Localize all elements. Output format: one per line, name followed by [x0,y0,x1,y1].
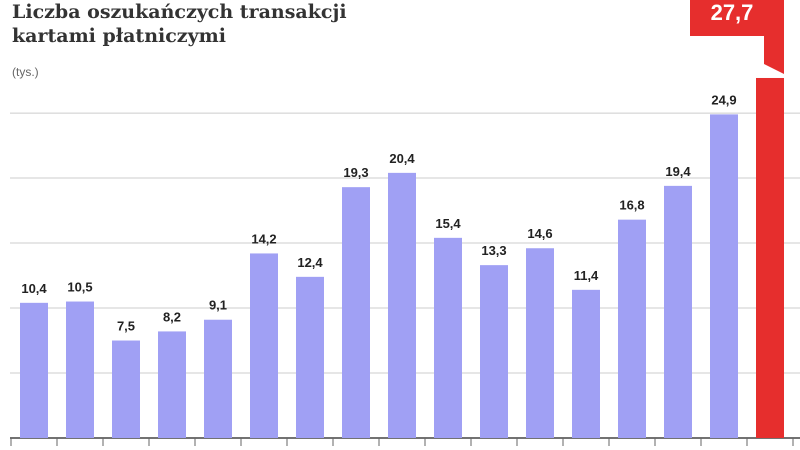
value-label: 19,4 [665,164,691,179]
bar [204,319,232,438]
value-label: 13,3 [481,243,506,258]
bar [618,219,646,438]
value-label: 20,4 [389,151,415,166]
value-label: 19,3 [343,165,368,180]
bar [664,185,692,438]
bar [342,187,370,438]
bar [434,237,462,438]
bar [66,301,94,438]
value-label: 11,4 [574,268,599,283]
value-label: 14,6 [527,226,552,241]
bar [710,114,738,438]
bar [480,265,508,438]
bar [388,172,416,438]
bar [20,302,48,438]
bar [250,253,278,438]
value-label: 16,8 [619,198,644,213]
value-label: 15,4 [435,216,461,231]
bar [296,276,324,438]
bar [756,77,784,439]
value-label: 12,4 [297,255,323,270]
flag-shape [690,0,784,74]
value-label: 27,7 [711,0,754,25]
value-label: 24,9 [711,92,736,107]
bar [158,331,186,438]
bar [112,340,140,438]
highlight-flag: 27,7 [690,0,784,74]
value-label: 10,4 [21,281,47,296]
value-label: 10,5 [67,280,92,295]
chart-subtitle: (tys.) [12,65,39,79]
value-label: 9,1 [209,298,227,313]
value-label: 14,2 [251,231,276,246]
bar [572,289,600,438]
value-label: 8,2 [163,309,181,324]
chart-title: Liczba oszukańczych transakcji kartami pł… [12,1,347,47]
bar [526,248,554,438]
value-label: 7,5 [117,319,135,334]
